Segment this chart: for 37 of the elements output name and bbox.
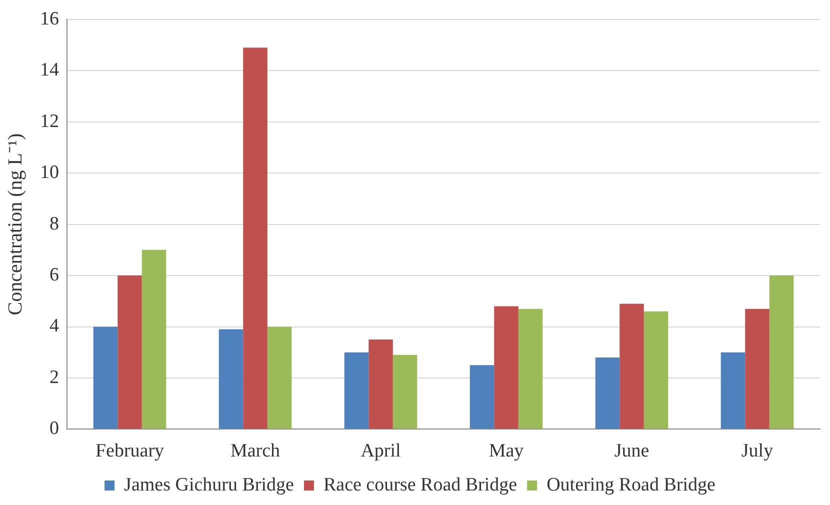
y-tick-label: 2 [50,366,59,388]
bar [267,326,292,429]
y-tick-label: 4 [50,316,60,337]
bar [720,352,746,429]
x-tick-label: March [230,440,281,462]
bar [93,326,118,429]
legend-label: James Gichuru Bridge [124,474,294,496]
bar [620,304,644,429]
bar [595,357,620,429]
bar [392,354,418,429]
y-tick-label: 14 [40,60,60,81]
bar [243,48,268,429]
y-axis-title: Concentration (ng L⁻¹) [4,133,26,316]
y-tick-label: 16 [40,8,59,30]
y-tick-label: 10 [40,162,59,184]
x-tick-label: July [741,440,774,462]
bar [745,308,770,429]
bar [470,365,494,429]
y-tick-label: 0 [50,418,59,440]
bar [368,340,393,429]
y-tick-label: 6 [50,264,59,286]
bar [518,308,543,429]
bar [494,306,518,429]
x-tick-label: February [95,440,165,462]
bar [769,276,794,429]
legend-label: Race course Road Bridge [323,474,518,496]
y-tick-label: 12 [40,110,59,132]
y-tick-label: 8 [50,213,59,234]
bar [344,352,369,429]
x-tick-label: June [614,440,650,462]
x-tick-label: April [360,440,401,462]
legend-label: Outering Road Bridge [546,474,716,496]
bar [142,250,166,429]
x-tick-label: May [488,440,524,462]
bar [218,329,244,429]
bar [644,311,668,429]
bar [118,276,142,429]
